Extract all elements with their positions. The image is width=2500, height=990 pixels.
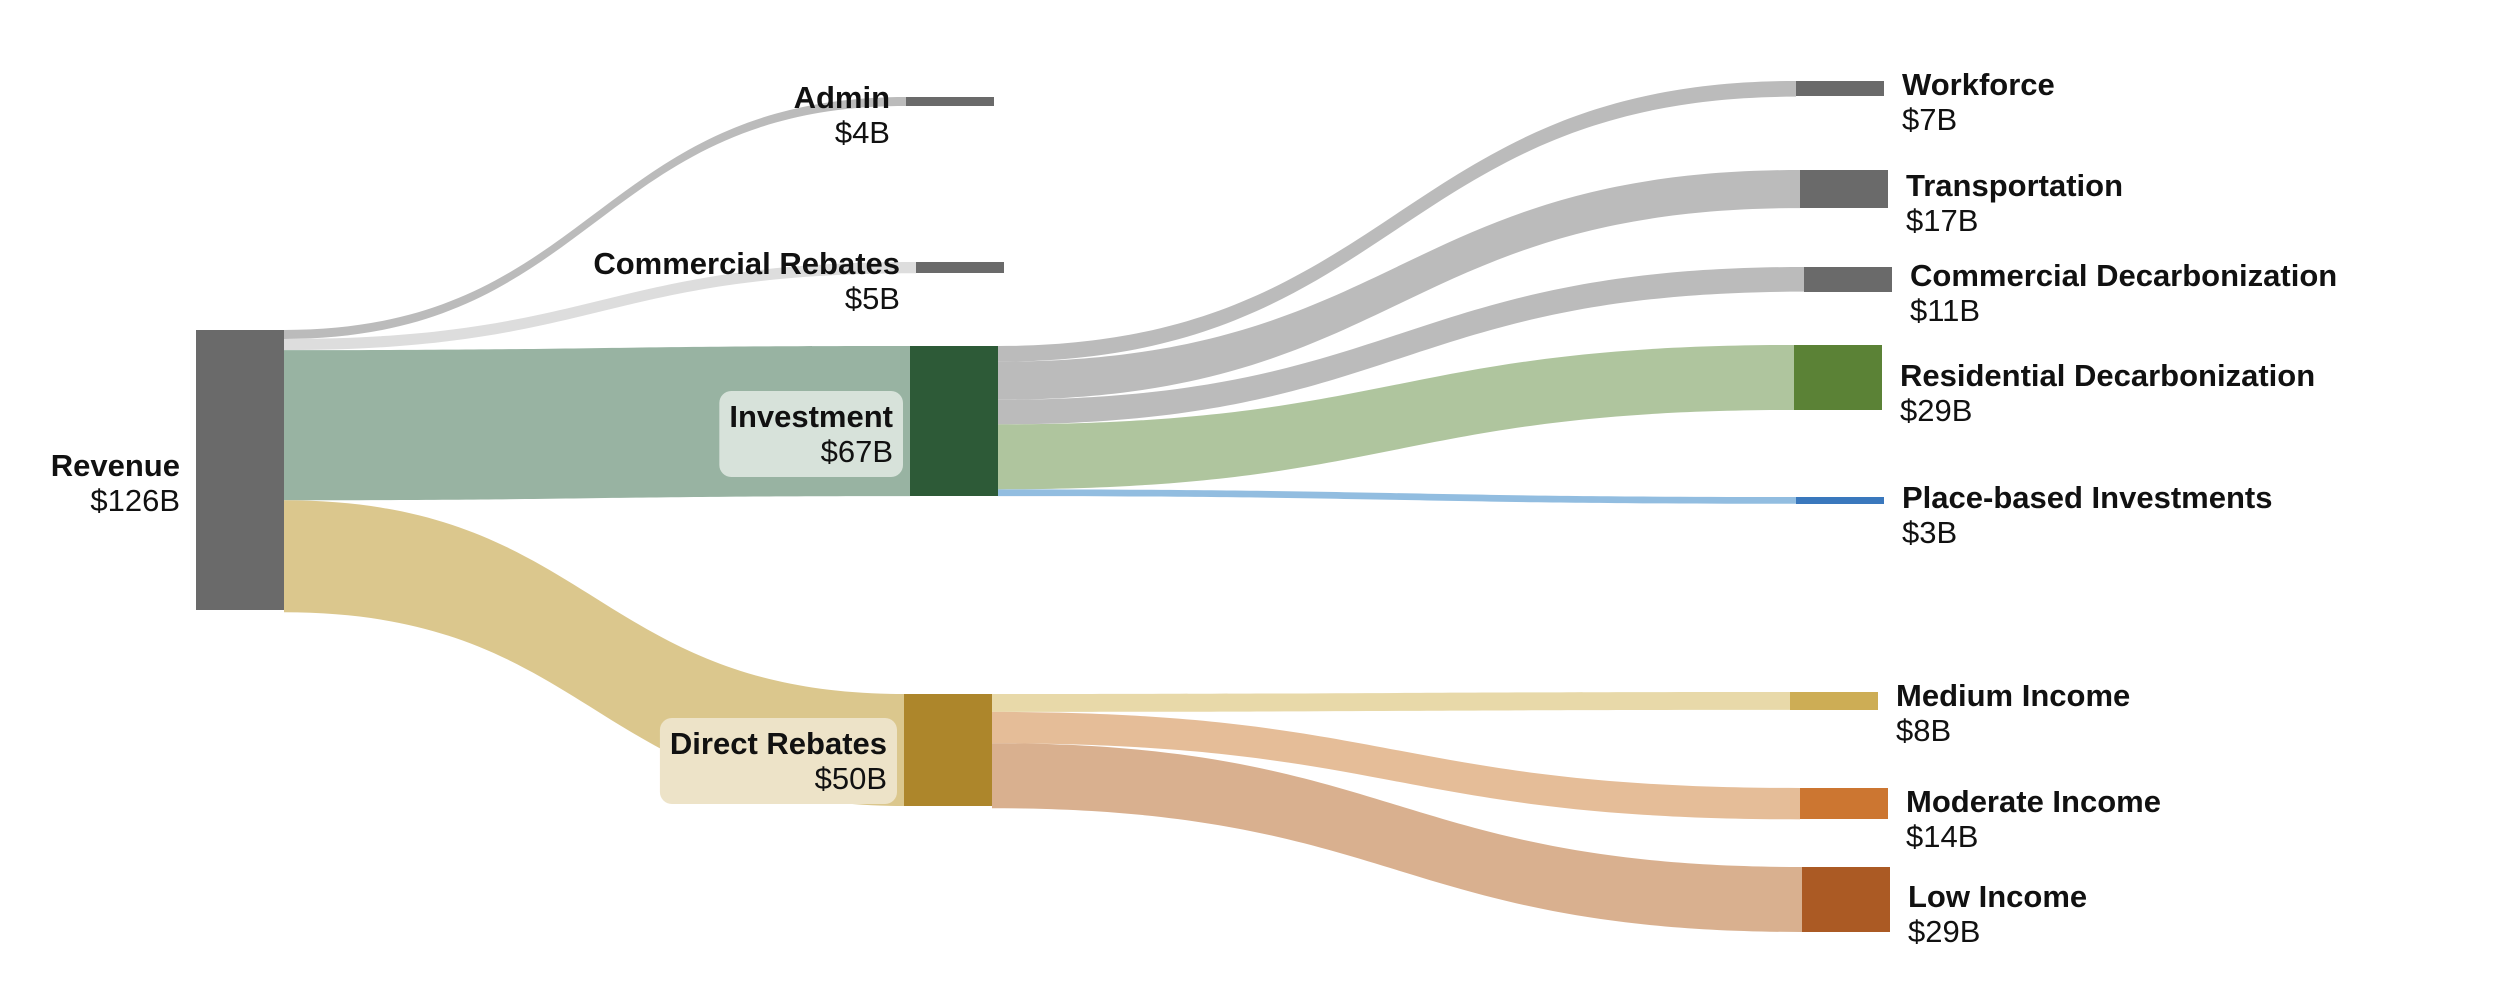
label-moderate-income: Moderate Income$14B <box>1906 784 2161 854</box>
node-commercial-rebates[interactable] <box>916 262 1004 273</box>
label-low-income: Low Income$29B <box>1908 879 2087 949</box>
label-bg-investment <box>719 391 903 477</box>
link-investment-to-residential-decarbonization <box>998 345 1794 490</box>
node-value-residential-decarbonization: $29B <box>1900 393 1972 428</box>
node-value-medium-income: $8B <box>1896 713 1951 748</box>
node-workforce[interactable] <box>1796 81 1884 96</box>
node-transportation[interactable] <box>1800 170 1888 208</box>
node-investment[interactable] <box>910 346 998 496</box>
node-value-transportation: $17B <box>1906 203 1978 238</box>
label-investment: Investment$67B <box>719 391 903 477</box>
node-value-place-based: $3B <box>1902 515 1957 550</box>
node-name-revenue: Revenue <box>51 448 180 483</box>
node-name-direct-rebates: Direct Rebates <box>670 726 887 761</box>
node-value-workforce: $7B <box>1902 102 1957 137</box>
link-revenue-to-commercial-rebates <box>284 262 916 351</box>
node-commercial-decarbonization[interactable] <box>1804 267 1892 292</box>
label-commercial-rebates: Commercial Rebates$5B <box>593 246 900 316</box>
node-name-residential-decarbonization: Residential Decarbonization <box>1900 358 2315 393</box>
nodes-layer <box>196 81 1892 932</box>
node-value-low-income: $29B <box>1908 914 1980 949</box>
link-direct-rebates-to-medium-income <box>992 692 1790 712</box>
label-bg-direct-rebates <box>659 718 897 804</box>
node-name-moderate-income: Moderate Income <box>1906 784 2161 819</box>
label-transportation: Transportation$17B <box>1906 168 2123 238</box>
node-name-commercial-rebates: Commercial Rebates <box>593 246 900 281</box>
link-direct-rebates-to-moderate-income <box>992 711 1800 820</box>
node-value-admin: $4B <box>835 115 890 150</box>
node-value-moderate-income: $14B <box>1906 819 1978 854</box>
label-commercial-decarbonization: Commercial Decarbonization$11B <box>1910 258 2337 328</box>
label-medium-income: Medium Income$8B <box>1896 678 2130 748</box>
label-place-based: Place-based Investments$3B <box>1902 480 2272 550</box>
node-value-revenue: $126B <box>90 483 180 518</box>
node-name-investment: Investment <box>729 399 893 434</box>
link-investment-to-commercial-decarbonization <box>998 267 1804 425</box>
link-investment-to-place-based <box>998 489 1796 504</box>
label-direct-rebates: Direct Rebates$50B <box>659 718 897 804</box>
node-value-commercial-rebates: $5B <box>845 281 900 316</box>
node-name-medium-income: Medium Income <box>1896 678 2130 713</box>
link-investment-to-transportation <box>998 170 1800 400</box>
node-medium-income[interactable] <box>1790 692 1878 710</box>
node-admin[interactable] <box>906 97 994 106</box>
node-value-investment: $67B <box>821 434 893 469</box>
node-revenue[interactable] <box>196 330 284 610</box>
node-value-direct-rebates: $50B <box>815 761 887 796</box>
label-admin: Admin$4B <box>794 80 890 150</box>
node-name-place-based: Place-based Investments <box>1902 480 2272 515</box>
label-revenue: Revenue$126B <box>51 448 180 518</box>
label-workforce: Workforce$7B <box>1902 67 2055 137</box>
node-direct-rebates[interactable] <box>904 694 992 806</box>
node-value-commercial-decarbonization: $11B <box>1910 293 1980 328</box>
node-name-low-income: Low Income <box>1908 879 2087 914</box>
label-residential-decarbonization: Residential Decarbonization$29B <box>1900 358 2315 428</box>
node-moderate-income[interactable] <box>1800 788 1888 819</box>
node-name-transportation: Transportation <box>1906 168 2123 203</box>
node-name-commercial-decarbonization: Commercial Decarbonization <box>1910 258 2337 293</box>
link-investment-to-workforce <box>998 81 1796 362</box>
node-place-based[interactable] <box>1796 497 1884 504</box>
link-direct-rebates-to-low-income <box>992 743 1802 932</box>
link-revenue-to-admin <box>284 97 906 339</box>
links-layer <box>284 81 1804 932</box>
node-name-admin: Admin <box>794 80 890 115</box>
node-residential-decarbonization[interactable] <box>1794 345 1882 410</box>
node-name-workforce: Workforce <box>1902 67 2055 102</box>
node-low-income[interactable] <box>1802 867 1890 932</box>
